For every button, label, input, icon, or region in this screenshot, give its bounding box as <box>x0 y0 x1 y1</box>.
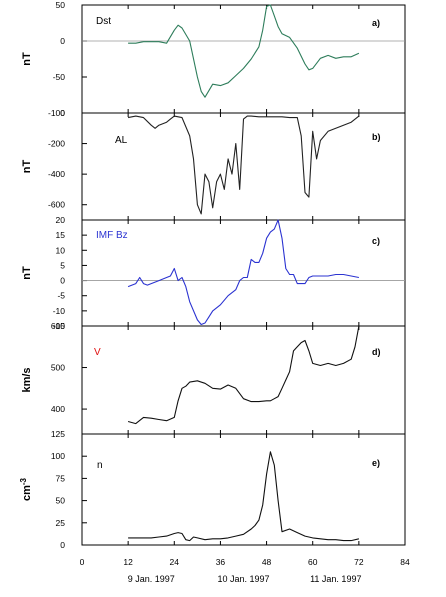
y-tick-label: 100 <box>51 451 65 461</box>
panel-al: -600 -400 -200 0 AL b) nT <box>21 108 406 221</box>
series-label: n <box>97 460 103 471</box>
panel-imf-bz: -15 -10 -5 0 5 10 15 20 IMF Bz c) nT <box>21 215 406 331</box>
y-axis-title: nT <box>21 266 33 280</box>
series-line <box>127 219 360 326</box>
y-tick-label: 0 <box>60 36 65 46</box>
date-label: 11 Jan. 1997 <box>310 574 361 584</box>
y-tick-label: 25 <box>56 518 66 528</box>
y-tick-label: 75 <box>56 473 66 483</box>
y-tick-label: -5 <box>57 291 65 301</box>
y-tick-label: 600 <box>51 321 65 331</box>
panel-solar-wind-speed: 400 500 600 V d) km/s <box>21 321 406 435</box>
y-tick-label: -50 <box>53 72 66 82</box>
y-tick-label: 20 <box>56 215 66 225</box>
date-label: 9 Jan. 1997 <box>128 574 175 584</box>
x-tick-label: 48 <box>262 557 272 567</box>
panel-frame <box>81 433 406 546</box>
y-tick-label: -200 <box>48 139 65 149</box>
y-tick-label: 15 <box>56 230 66 240</box>
y-tick-label: 0 <box>60 108 65 118</box>
panel-frame <box>81 325 406 435</box>
y-tick-label: -15 <box>53 321 66 331</box>
y-tick-label: 5 <box>60 260 65 270</box>
series-label: Dst <box>96 16 111 27</box>
date-label: 10 Jan. 1997 <box>217 574 269 584</box>
y-tick-label: 125 <box>51 429 65 439</box>
series-label: IMF Bz <box>96 230 128 241</box>
y-axis-title-superscript: -3 <box>19 477 28 485</box>
y-tick-label: -10 <box>53 306 66 316</box>
y-axis-title: cm-3 <box>19 477 34 501</box>
x-tick-label: 24 <box>170 557 180 567</box>
y-tick-label: 400 <box>51 404 65 414</box>
x-tick-label: 0 <box>80 557 85 567</box>
series-label: AL <box>115 135 128 146</box>
panel-density: 0 25 50 75 100 125 n e) cm-3 <box>19 429 406 550</box>
panel-letter: c) <box>372 236 380 246</box>
panel-letter: e) <box>372 458 380 468</box>
panel-dst: -100 -50 0 50 Dst a) nT <box>21 0 406 118</box>
y-tick-label: 0 <box>60 540 65 550</box>
y-axis-title: nT <box>21 52 33 66</box>
y-tick-label: -600 <box>48 200 65 210</box>
panel-letter: a) <box>372 18 380 28</box>
y-tick-label: 10 <box>56 245 66 255</box>
y-tick-label: 500 <box>51 363 65 373</box>
panel-letter: b) <box>372 132 381 142</box>
series-line <box>128 4 360 98</box>
panel-letter: d) <box>372 347 381 357</box>
y-axis-title: nT <box>21 160 33 174</box>
x-tick-label: 36 <box>216 557 226 567</box>
x-tick-label: 12 <box>123 557 133 567</box>
series-line <box>127 325 360 425</box>
x-tick-label: 84 <box>400 557 410 567</box>
panel-frame <box>81 219 406 327</box>
y-tick-label: 50 <box>56 0 66 10</box>
series-line <box>127 115 360 215</box>
y-tick-label: 50 <box>56 496 66 506</box>
x-tick-label: 72 <box>354 557 364 567</box>
bottom-x-axis: 0 12 24 36 48 60 72 84 9 Jan. 1997 10 Jan. 1997 11… <box>80 557 410 584</box>
y-tick-label: -100 <box>48 108 65 118</box>
x-tick-label: 60 <box>308 557 318 567</box>
y-tick-label: -400 <box>48 169 65 179</box>
panel-frame <box>81 4 406 114</box>
series-label: V <box>94 347 101 358</box>
series-line <box>128 451 360 542</box>
y-axis-title: km/s <box>21 367 33 392</box>
y-tick-label: 0 <box>60 276 65 286</box>
